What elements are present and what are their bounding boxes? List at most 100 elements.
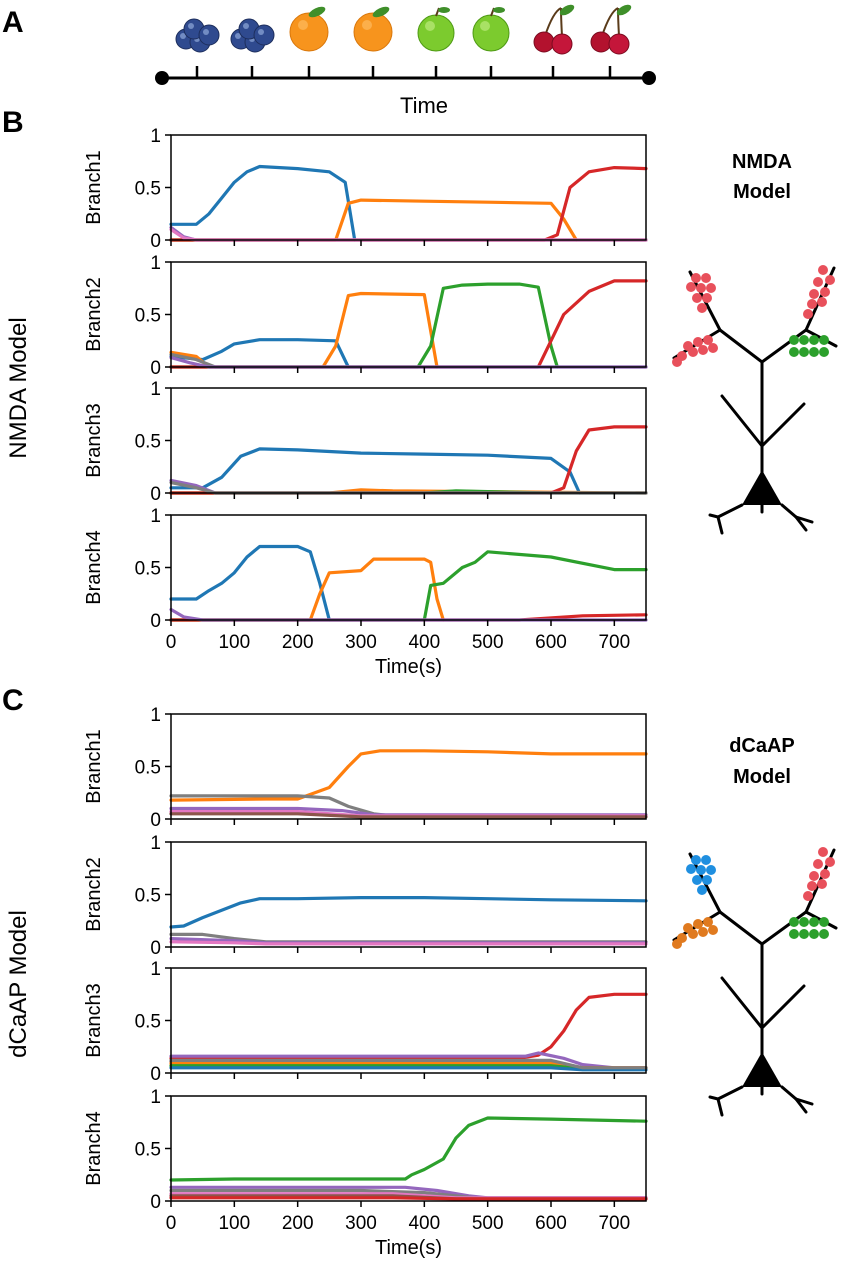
plot-frame (170, 134, 647, 241)
synapse-cluster-mid-right (789, 335, 829, 357)
synapse-cluster-top-right (803, 847, 835, 901)
x-tick-label: 700 (598, 632, 630, 653)
y-tick-label: 0.5 (135, 432, 161, 453)
blueberry-icon (230, 18, 275, 53)
panel-letter-a: A (2, 6, 24, 39)
nmda-model-title-line1: NMDA (732, 151, 792, 173)
y-axis-label: Branch1 (83, 729, 105, 804)
plot-frame (170, 1095, 647, 1202)
x-tick-label: 200 (282, 1213, 314, 1234)
series-line-1 (169, 1116, 648, 1182)
cherry-icon (590, 4, 632, 55)
plot-frame (170, 261, 647, 368)
blueberry-icon (175, 18, 220, 53)
y-tick-label: 0 (150, 810, 161, 831)
x-tick-label: 400 (408, 1213, 440, 1234)
y-tick-label: 1 (150, 506, 161, 527)
plot-b-branch4: 0 0.5 1 0 100 200 300 400 500 600 700 Branch4 Time(s… (83, 506, 648, 678)
plot-c-branch1: 0 0.5 1 Branch1 (83, 705, 648, 831)
y-tick-label: 0 (150, 231, 161, 252)
plot-frame (170, 841, 647, 948)
plot-c-branch3: 0 0.5 1 Branch3 (83, 959, 648, 1085)
x-tick-label: 100 (218, 1213, 250, 1234)
y-tick-label: 1 (150, 833, 161, 854)
nmda-neuron-diagram (672, 265, 838, 535)
timeline-end-dot (642, 71, 656, 85)
dcaap-model-title-line1: dCaAP (729, 735, 795, 757)
timeline-start-dot (155, 71, 169, 85)
synapse-cluster-top-left (686, 273, 716, 313)
panel-b: B NMDA Model NMDA Model (2, 106, 838, 535)
x-tick-label: 400 (408, 632, 440, 653)
series-line-3 (169, 282, 559, 369)
y-axis-label: Branch4 (83, 1111, 105, 1186)
series-line-6 (169, 1066, 648, 1072)
x-tick-label: 600 (535, 1213, 567, 1234)
series-line-1 (169, 447, 582, 495)
panel-a: A Time (2, 4, 656, 118)
synapse-cluster-top-right (803, 265, 835, 319)
series-line-6 (169, 356, 648, 369)
plot-b-branch1: 0 0.5 1 Branch1 (83, 126, 648, 252)
soma-triangle (742, 1052, 782, 1087)
fruit-sequence (175, 4, 632, 55)
y-tick-label: 1 (150, 705, 161, 726)
y-axis-label: Branch4 (83, 530, 105, 605)
y-tick-label: 0 (150, 1064, 161, 1085)
series-line-4 (169, 166, 648, 242)
plot-b-branch2: 0 0.5 1 Branch2 (83, 253, 648, 379)
y-tick-label: 1 (150, 1087, 161, 1108)
plot-b-branch3: 0 0.5 1 Branch3 (83, 379, 648, 505)
y-tick-label: 0 (150, 358, 161, 379)
x-tick-label: 500 (472, 632, 504, 653)
apple-icon (417, 7, 455, 52)
nmda-row-label: NMDA Model (5, 317, 32, 458)
series-line-1 (169, 544, 331, 622)
series-line-2 (169, 557, 445, 622)
y-tick-label: 1 (150, 959, 161, 980)
series-line-4 (169, 940, 648, 946)
y-axis-label: Branch1 (83, 150, 105, 225)
line-plots: 0 0.5 1 Branch1 0 0.5 1 Branch2 0 0.5 1 Branch3 0 0.5… (83, 126, 648, 1259)
synapse-cluster-mid-right (789, 917, 829, 939)
y-tick-label: 0.5 (135, 1012, 161, 1033)
x-axis-label: Time(s) (375, 656, 442, 678)
x-tick-label: 0 (166, 632, 177, 653)
panel-c: C dCaAP Model dCaAP Model (2, 684, 838, 1117)
y-tick-label: 0 (150, 1192, 161, 1213)
y-tick-label: 0 (150, 611, 161, 632)
series-line-5 (169, 352, 648, 369)
series-line-3 (169, 550, 648, 622)
x-tick-label: 700 (598, 1213, 630, 1234)
plot-c-branch2: 0 0.5 1 Branch2 (83, 833, 648, 959)
series-line-2 (169, 198, 578, 242)
series-line-5 (169, 812, 648, 819)
y-tick-label: 0.5 (135, 179, 161, 200)
y-tick-label: 0.5 (135, 1140, 161, 1161)
x-tick-label: 600 (535, 632, 567, 653)
y-tick-label: 0.5 (135, 886, 161, 907)
soma-triangle (742, 470, 782, 505)
dcaap-neuron-diagram (672, 847, 838, 1117)
apple-icon (472, 7, 510, 52)
series-line-6 (169, 1196, 648, 1201)
y-axis-label: Branch2 (83, 277, 105, 352)
y-tick-label: 0.5 (135, 306, 161, 327)
orange-icon (353, 6, 393, 52)
x-tick-label: 200 (282, 632, 314, 653)
y-tick-label: 1 (150, 379, 161, 400)
synapse-cluster-mid-left (672, 335, 718, 367)
y-tick-label: 1 (150, 253, 161, 274)
series-line-1 (169, 992, 648, 1060)
nmda-model-title-line2: Model (733, 181, 791, 203)
y-tick-label: 0.5 (135, 758, 161, 779)
plot-c-branch4: 0 0.5 1 0 100 200 300 400 500 600 700 Branch4 Time(s… (83, 1087, 648, 1259)
x-tick-label: 500 (472, 1213, 504, 1234)
x-tick-label: 300 (345, 1213, 377, 1234)
y-tick-label: 0.5 (135, 559, 161, 580)
y-axis-label: Branch3 (83, 403, 105, 478)
dcaap-row-label: dCaAP Model (5, 910, 32, 1058)
x-tick-label: 0 (166, 1213, 177, 1234)
synapse-cluster-top-left (686, 855, 716, 895)
